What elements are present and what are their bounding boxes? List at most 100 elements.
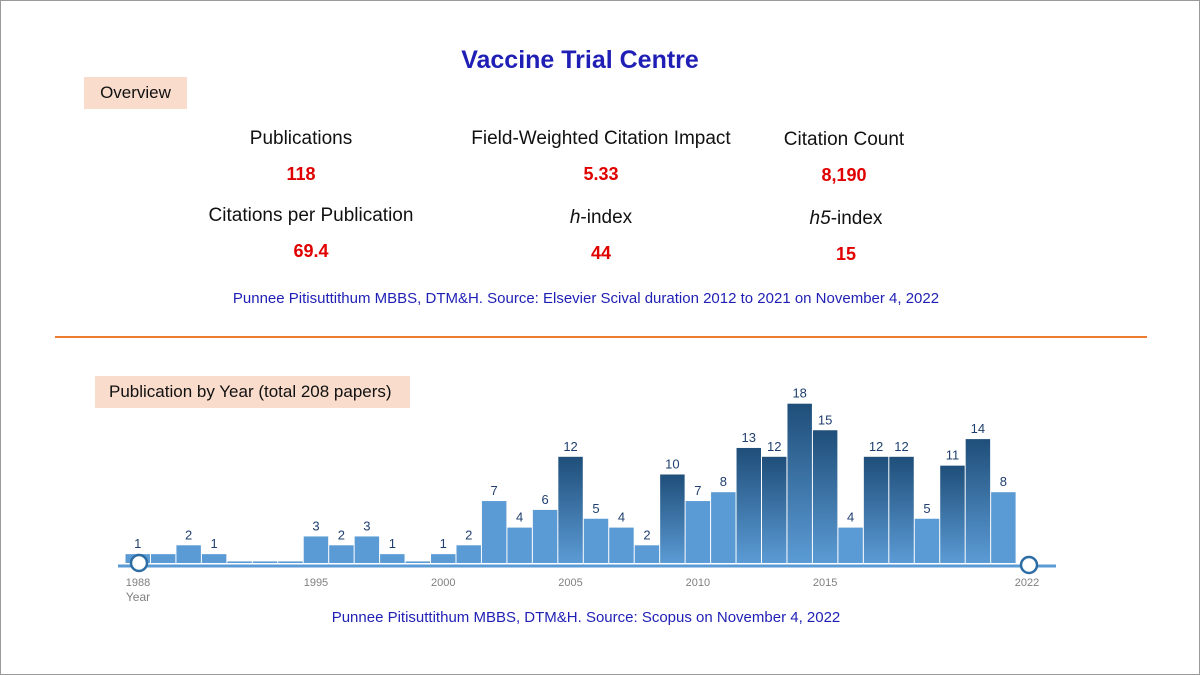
bar (609, 527, 634, 563)
bar-value-label: 1 (389, 536, 396, 551)
bar (685, 501, 711, 563)
overview-source: Punnee Pitisuttithum MBBS, DTM&H. Source… (232, 290, 940, 307)
bar-value-label: 10 (665, 457, 679, 472)
metric-value: 15 (835, 244, 857, 264)
bar-value-label: 2 (465, 527, 472, 542)
bar-value-label: 1 (134, 536, 141, 551)
x-tick-label: 2005 (558, 577, 582, 589)
bar-value-label: 18 (792, 386, 806, 401)
x-tick-label: 1988 (126, 577, 150, 589)
metric-value: 8,190 (821, 165, 867, 185)
bar (150, 554, 176, 563)
bar-value-label: 1 (210, 536, 217, 551)
bar-value-label: 7 (491, 483, 498, 498)
metric-label: Publications (249, 128, 353, 149)
chart-title-tag: Publication by Year (total 208 papers) (95, 376, 410, 408)
bar-value-label: 6 (541, 492, 548, 507)
bar (863, 456, 889, 563)
bar (456, 545, 481, 563)
bar (991, 492, 1016, 563)
bar (940, 465, 965, 563)
metric-label: Citations per Publication (208, 205, 414, 226)
metric-citations-per-publication: Citations per Publication 69.4 (161, 205, 461, 262)
chart-source: Punnee Pitisuttithum MBBS, DTM&H. Source… (331, 609, 841, 626)
bar-value-label: 4 (618, 510, 625, 525)
metric-value: 44 (590, 243, 612, 263)
bar-value-label: 12 (563, 439, 577, 454)
bar (252, 561, 278, 563)
metric-label-italic: h (569, 207, 581, 228)
bar (787, 403, 812, 563)
x-tick-label: 1995 (304, 577, 328, 589)
bar (405, 561, 431, 563)
bar (278, 561, 303, 563)
bar (965, 439, 991, 563)
bar (812, 430, 838, 563)
bar-value-label: 11 (946, 448, 960, 463)
bar (660, 474, 685, 563)
bar-value-label: 15 (818, 412, 832, 427)
bar-value-label: 3 (312, 518, 319, 533)
bar (329, 545, 354, 563)
bar (354, 536, 380, 563)
bar-value-label: 3 (363, 518, 370, 533)
bar (711, 492, 736, 563)
bar (431, 554, 456, 563)
x-tick-label: 2000 (431, 577, 455, 589)
bar (762, 456, 787, 563)
bar-value-label: 8 (720, 474, 727, 489)
metric-publications: Publications 118 (151, 128, 451, 185)
bar-value-label: 12 (767, 439, 781, 454)
bar (176, 545, 201, 563)
x-axis-label: Year (126, 590, 150, 604)
metric-label: h-index (451, 207, 751, 229)
overview-tag: Overview (84, 77, 187, 109)
bar-value-label: 7 (694, 483, 701, 498)
bar (481, 501, 507, 563)
x-tick-label: 2015 (813, 577, 837, 589)
bar-value-label: 12 (894, 439, 908, 454)
bar (201, 554, 227, 563)
bar (736, 447, 761, 563)
metric-value: 5.33 (583, 164, 619, 184)
bar-value-label: 12 (869, 439, 883, 454)
section-divider (55, 336, 1147, 338)
bar-value-label: 14 (971, 421, 985, 436)
bar-value-label: 8 (1000, 474, 1007, 489)
bar (380, 554, 405, 563)
bar-value-label: 5 (923, 501, 930, 516)
metric-fwci: Field-Weighted Citation Impact 5.33 (451, 128, 751, 185)
bar (838, 527, 863, 563)
timeline-end-marker (1019, 555, 1039, 575)
bar (227, 561, 252, 563)
metric-label: Field-Weighted Citation Impact (471, 128, 731, 149)
bar (914, 518, 940, 563)
bar-value-label: 2 (643, 527, 650, 542)
timeline-start-marker (129, 553, 149, 573)
metric-label: h5-index (696, 208, 996, 230)
metric-label: Citation Count (783, 129, 905, 150)
metric-value: 118 (286, 164, 316, 184)
bar (634, 545, 660, 563)
bar-value-label: 4 (847, 510, 854, 525)
metric-h5-index: h5-index 15 (696, 208, 996, 265)
x-tick-label: 2022 (1015, 577, 1039, 589)
bar (583, 518, 609, 563)
metric-h-index: h-index 44 (451, 207, 751, 264)
bar (507, 527, 532, 563)
metric-label-italic: h5 (809, 208, 831, 229)
bar-value-label: 13 (742, 430, 756, 445)
bar-value-label: 5 (592, 501, 599, 516)
bar-value-label: 1 (440, 536, 447, 551)
x-tick-label: 2010 (686, 577, 710, 589)
metric-citation-count: Citation Count 8,190 (694, 129, 994, 186)
bar (558, 456, 583, 563)
bar-value-label: 2 (338, 527, 345, 542)
bar (303, 536, 329, 563)
bar-value-label: 2 (185, 527, 192, 542)
bar-value-label: 4 (516, 510, 523, 525)
metric-label-rest: -index (830, 208, 883, 229)
bar (889, 456, 914, 563)
metric-value: 69.4 (293, 241, 329, 261)
